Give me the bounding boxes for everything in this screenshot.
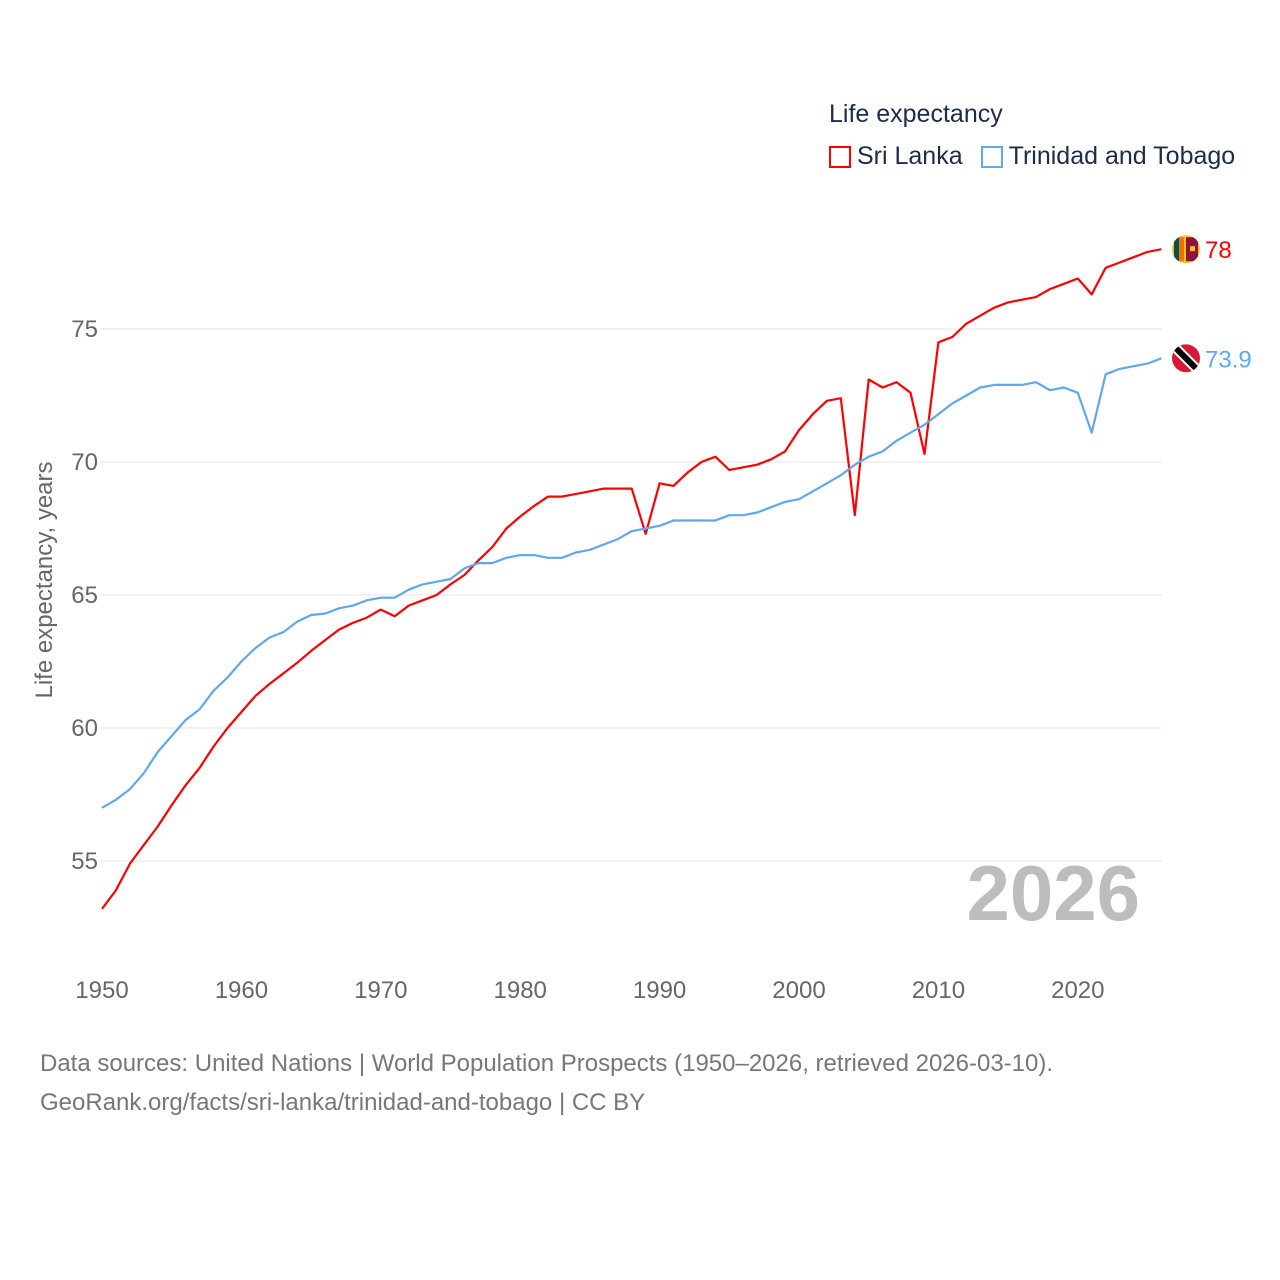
legend-item-trinidad-and-tobago[interactable]: Trinidad and Tobago	[980, 142, 1236, 171]
x-tick-label: 2020	[1051, 977, 1104, 1004]
legend-title: Life expectancy	[829, 100, 1003, 128]
end-value-label: 73.9	[1205, 346, 1252, 373]
source-link[interactable]: GeoRank.org/facts/sri-lanka/trinidad-and…	[40, 1089, 646, 1116]
x-tick-label: 1960	[215, 977, 268, 1004]
x-tick-label: 1990	[633, 977, 686, 1004]
x-tick-label: 2010	[912, 977, 965, 1004]
x-tick-label: 1950	[75, 977, 128, 1004]
source-note: Data sources: United Nations | World Pop…	[40, 1044, 1053, 1122]
y-axis-label: Life expectancy, years	[31, 461, 58, 698]
end-value-label: 78	[1205, 237, 1232, 264]
x-tick-label: 1970	[354, 977, 407, 1004]
year-watermark: 2026	[966, 849, 1140, 937]
legend-swatch	[829, 145, 851, 168]
x-tick-label: 2000	[772, 977, 825, 1004]
legend-swatch	[980, 145, 1003, 168]
x-tick-label: 1980	[494, 977, 547, 1004]
y-tick-label: 60	[71, 715, 98, 742]
source-line: Data sources: United Nations | World Pop…	[40, 1050, 1054, 1077]
legend-label: Trinidad and Tobago	[1008, 142, 1236, 170]
series-line-sri-lanka	[101, 248, 1162, 910]
y-tick-label: 55	[71, 848, 98, 875]
y-tick-label: 65	[71, 582, 98, 609]
legend-label: Sri Lanka	[857, 142, 963, 170]
legend: Sri Lanka Trinidad and Tobago	[829, 142, 1235, 171]
y-tick-label: 75	[71, 316, 98, 343]
series-line-trinidad-and-tobago	[101, 357, 1162, 809]
sri-lanka-flag-icon	[1172, 235, 1200, 264]
y-tick-label: 70	[71, 449, 98, 476]
legend-item-sri-lanka[interactable]: Sri Lanka	[829, 142, 963, 171]
trinidad-and-tobago-flag-icon	[1172, 344, 1200, 373]
